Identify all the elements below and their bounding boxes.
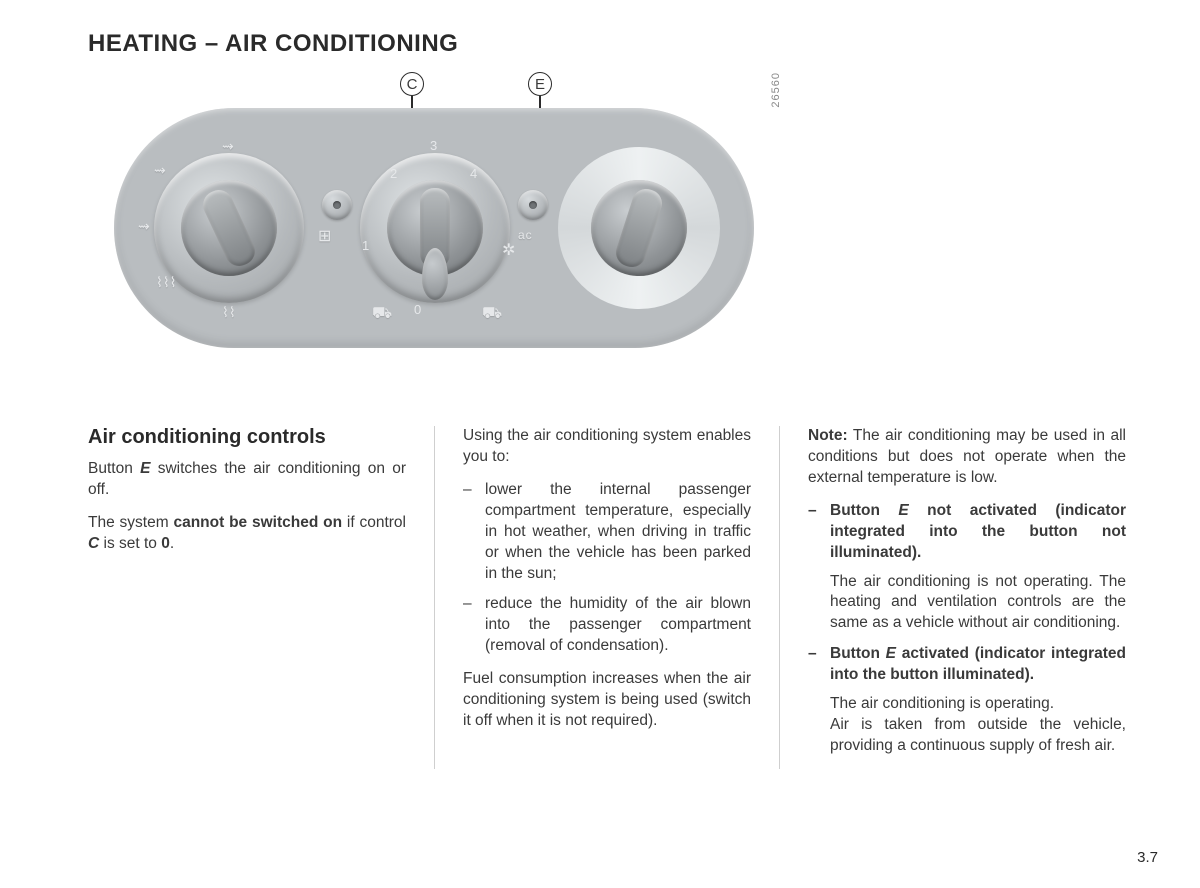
list-item: Button E not activated (indicator integr… [808,501,1126,635]
paragraph: Using the air conditioning system enable… [463,426,751,468]
rear-defrost-icon: ⊞ [318,226,331,246]
fan-4: 4 [470,166,477,181]
vent-icon: ⇝ [138,218,150,235]
column-3: Note: The air conditioning may be used i… [780,426,1126,769]
recirc-on-icon: ⛟ [482,304,502,324]
fan-2: 2 [390,166,397,181]
ac-button [518,190,548,220]
image-code: 26560 [770,72,782,108]
vent-icon: ⇝ [154,162,166,179]
list-item-body: The air conditioning is operating. Air i… [830,694,1126,757]
body-columns: Air conditioning controls Button E switc… [88,426,1162,769]
section-heading: Air conditioning controls [88,426,406,449]
hvac-illustration: C E 26560 ⇝ ⇝ ⇝ ⌇⌇⌇ ⌇⌇ ⊞ ac ⛟ ⛟ [88,72,780,348]
ac-label: ac [518,228,533,242]
fan-1: 1 [362,238,369,253]
defrost-icon: ⌇⌇⌇ [156,274,177,291]
list-item: reduce the humidity of the air blown int… [463,594,751,657]
page-title: HEATING – AIR CONDITIONING [88,30,1162,58]
column-1: Air conditioning controls Button E switc… [88,426,434,769]
column-2: Using the air conditioning system enable… [434,426,780,769]
rear-defrost-button [322,190,352,220]
vent-icon: ⇝ [222,138,234,155]
note-paragraph: Note: The air conditioning may be used i… [808,426,1126,489]
paragraph: Fuel consumption increases when the air … [463,669,751,732]
list-item: Button E activated (indicator integrated… [808,644,1126,757]
fan-0: 0 [414,302,421,317]
callout-c: C [400,72,424,96]
bullet-list: lower the internal passenger compartment… [463,480,751,657]
temperature-knob [564,153,714,303]
defrost-foot-icon: ⌇⌇ [222,304,236,321]
paragraph: Button E switches the air conditioning o… [88,459,406,501]
bullet-list: Button E not activated (indicator integr… [808,501,1126,757]
page-number: 3.7 [1137,849,1158,866]
list-item: lower the internal passenger compartment… [463,480,751,585]
list-item-body: The air conditioning is not operating. T… [830,572,1126,635]
fan-3: 3 [430,138,437,153]
fan-speed-knob [360,153,510,303]
fan-icon: ✲ [502,240,515,260]
callout-e: E [528,72,552,96]
hvac-panel: ⇝ ⇝ ⇝ ⌇⌇⌇ ⌇⌇ ⊞ ac ⛟ ⛟ 0 1 2 3 4 ✲ [114,108,754,348]
recirc-off-icon: ⛟ [372,304,392,324]
paragraph: The system cannot be switched on if cont… [88,513,406,555]
